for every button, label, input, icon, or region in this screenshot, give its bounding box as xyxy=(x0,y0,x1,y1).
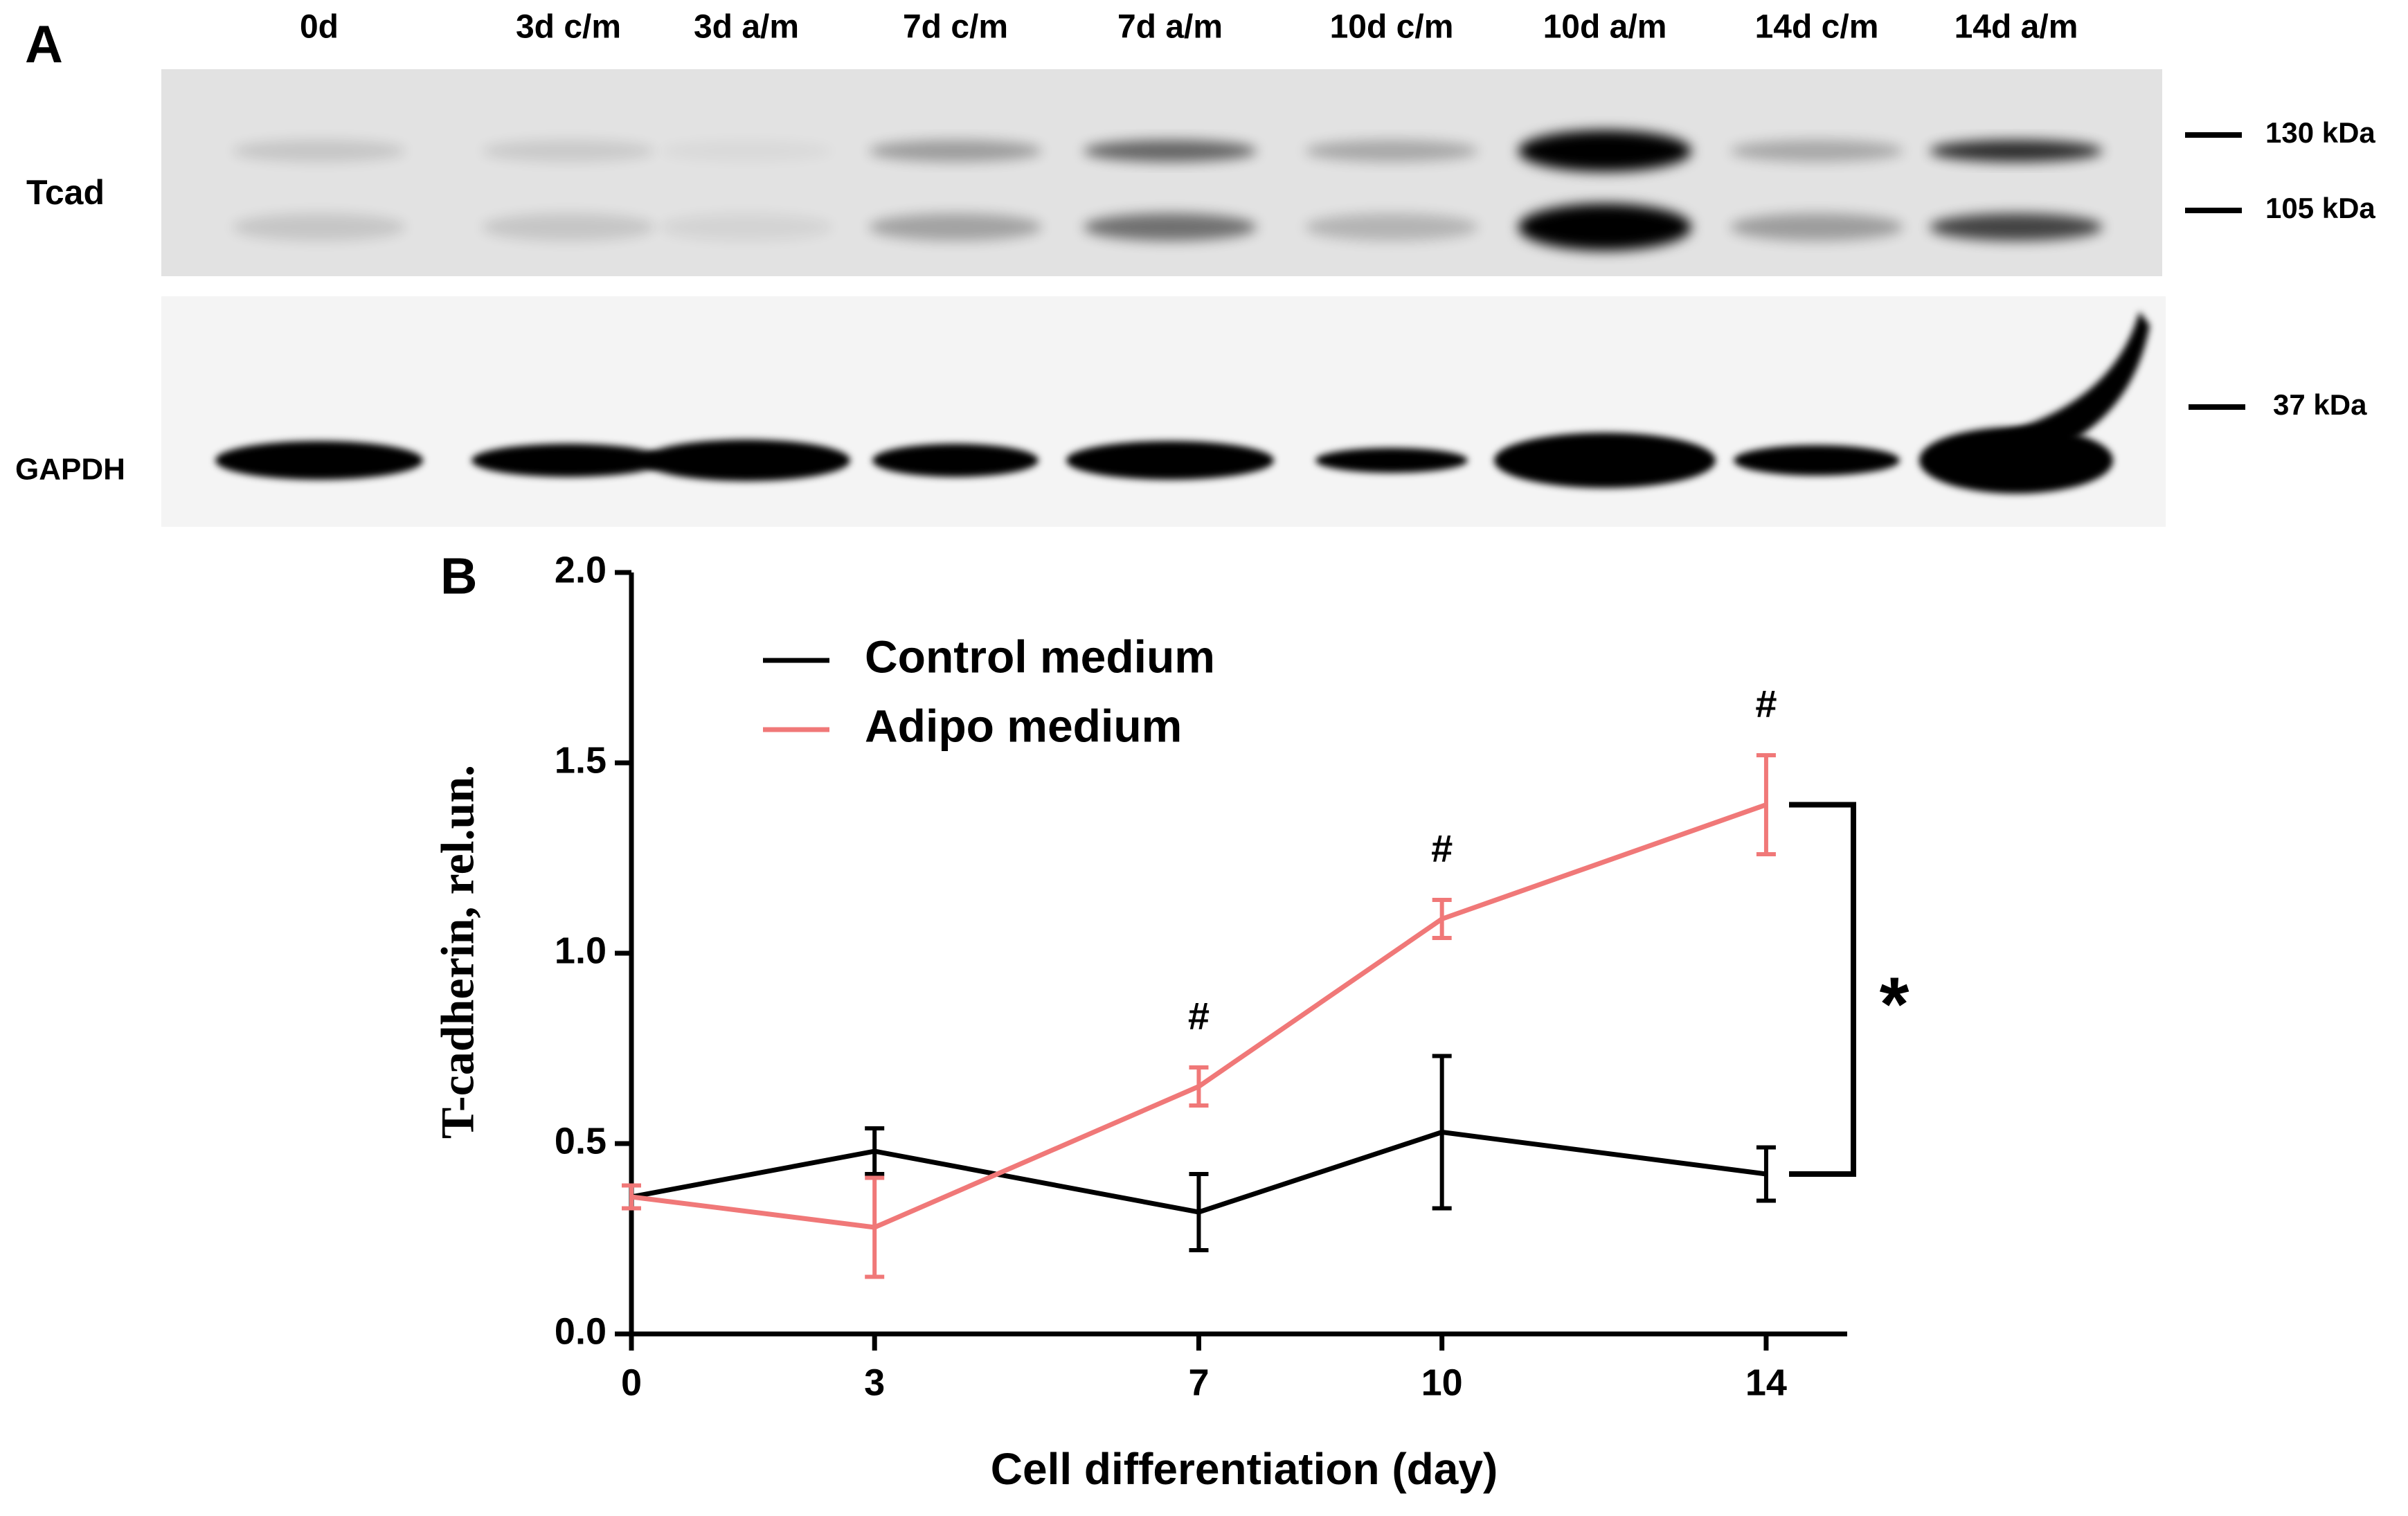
error-bar xyxy=(1756,1145,1776,1203)
annotation: # xyxy=(1755,682,1777,725)
blot-tcad xyxy=(161,69,2162,276)
lane-label: 0d xyxy=(300,9,339,46)
lane-label: 3d c/m xyxy=(516,9,621,46)
panel-label: A xyxy=(25,15,63,74)
legend-label: Control medium xyxy=(865,631,1215,682)
lane-label: 14d c/m xyxy=(1755,9,1879,46)
annotation: # xyxy=(1188,994,1210,1038)
x-tick-label: 14 xyxy=(1745,1362,1787,1403)
x-tick-label: 3 xyxy=(864,1362,885,1403)
band xyxy=(1730,213,1903,241)
error-bar xyxy=(1756,753,1776,856)
y-tick-label: 0.5 xyxy=(555,1120,607,1162)
error-bar xyxy=(622,1183,641,1211)
band xyxy=(1305,213,1478,241)
y-tick-label: 2.0 xyxy=(555,549,607,590)
band xyxy=(1305,140,1478,162)
band xyxy=(660,213,833,241)
lane-label: 10d a/m xyxy=(1543,9,1667,46)
error-bar xyxy=(1432,1054,1452,1211)
row-label: Tcad xyxy=(26,173,105,212)
band xyxy=(482,213,655,241)
y-tick-label: 1.5 xyxy=(555,739,607,781)
x-tick-label: 0 xyxy=(621,1362,642,1403)
band xyxy=(233,213,406,241)
band xyxy=(660,140,833,162)
legend-label: Adipo medium xyxy=(865,700,1182,751)
marker-label: 105 kDa xyxy=(2265,192,2375,224)
band xyxy=(471,444,665,477)
band xyxy=(643,440,850,481)
band xyxy=(872,444,1039,477)
x-tick-label: 7 xyxy=(1188,1362,1209,1403)
band xyxy=(1084,213,1257,241)
band xyxy=(869,213,1042,241)
band xyxy=(1494,433,1716,488)
error-bar xyxy=(865,1175,885,1279)
band xyxy=(482,140,655,162)
y-axis-label: T-cadherin, rel.un. xyxy=(431,765,484,1139)
band xyxy=(1315,448,1468,473)
error-bar xyxy=(865,1126,885,1176)
band xyxy=(1066,441,1274,480)
annotation: # xyxy=(1431,827,1453,870)
y-tick-label: 1.0 xyxy=(555,930,607,971)
error-bar xyxy=(1189,1065,1209,1108)
lane-label: 7d c/m xyxy=(903,9,1008,46)
band xyxy=(233,140,406,162)
band xyxy=(1952,312,2150,474)
bracket xyxy=(1789,802,1856,1177)
y-tick-label: 0.0 xyxy=(555,1310,607,1352)
band xyxy=(869,140,1042,162)
x-tick-label: 10 xyxy=(1421,1362,1463,1403)
bracket-label: * xyxy=(1880,962,1910,1047)
band xyxy=(1084,140,1257,162)
marker-label: 130 kDa xyxy=(2265,116,2375,149)
band xyxy=(1734,445,1900,476)
band xyxy=(1930,213,2103,241)
lane-label: 14d a/m xyxy=(1955,9,2078,46)
x-axis-label: Cell differentiation (day) xyxy=(991,1444,1498,1494)
error-bar xyxy=(1189,1172,1209,1252)
band xyxy=(1930,140,2103,162)
lane-label: 3d a/m xyxy=(694,9,799,46)
lane-label: 7d a/m xyxy=(1117,9,1223,46)
bands xyxy=(215,130,2150,494)
band xyxy=(1518,130,1691,172)
band xyxy=(1518,204,1691,251)
panel-label: B xyxy=(440,548,477,605)
marker-label: 37 kDa xyxy=(2273,388,2367,421)
error-bar xyxy=(1432,898,1452,940)
lane-label: 10d c/m xyxy=(1330,9,1454,46)
blot-gapdh xyxy=(161,296,2166,527)
band xyxy=(1730,140,1903,162)
row-label: GAPDH xyxy=(15,453,125,487)
band xyxy=(215,441,423,480)
